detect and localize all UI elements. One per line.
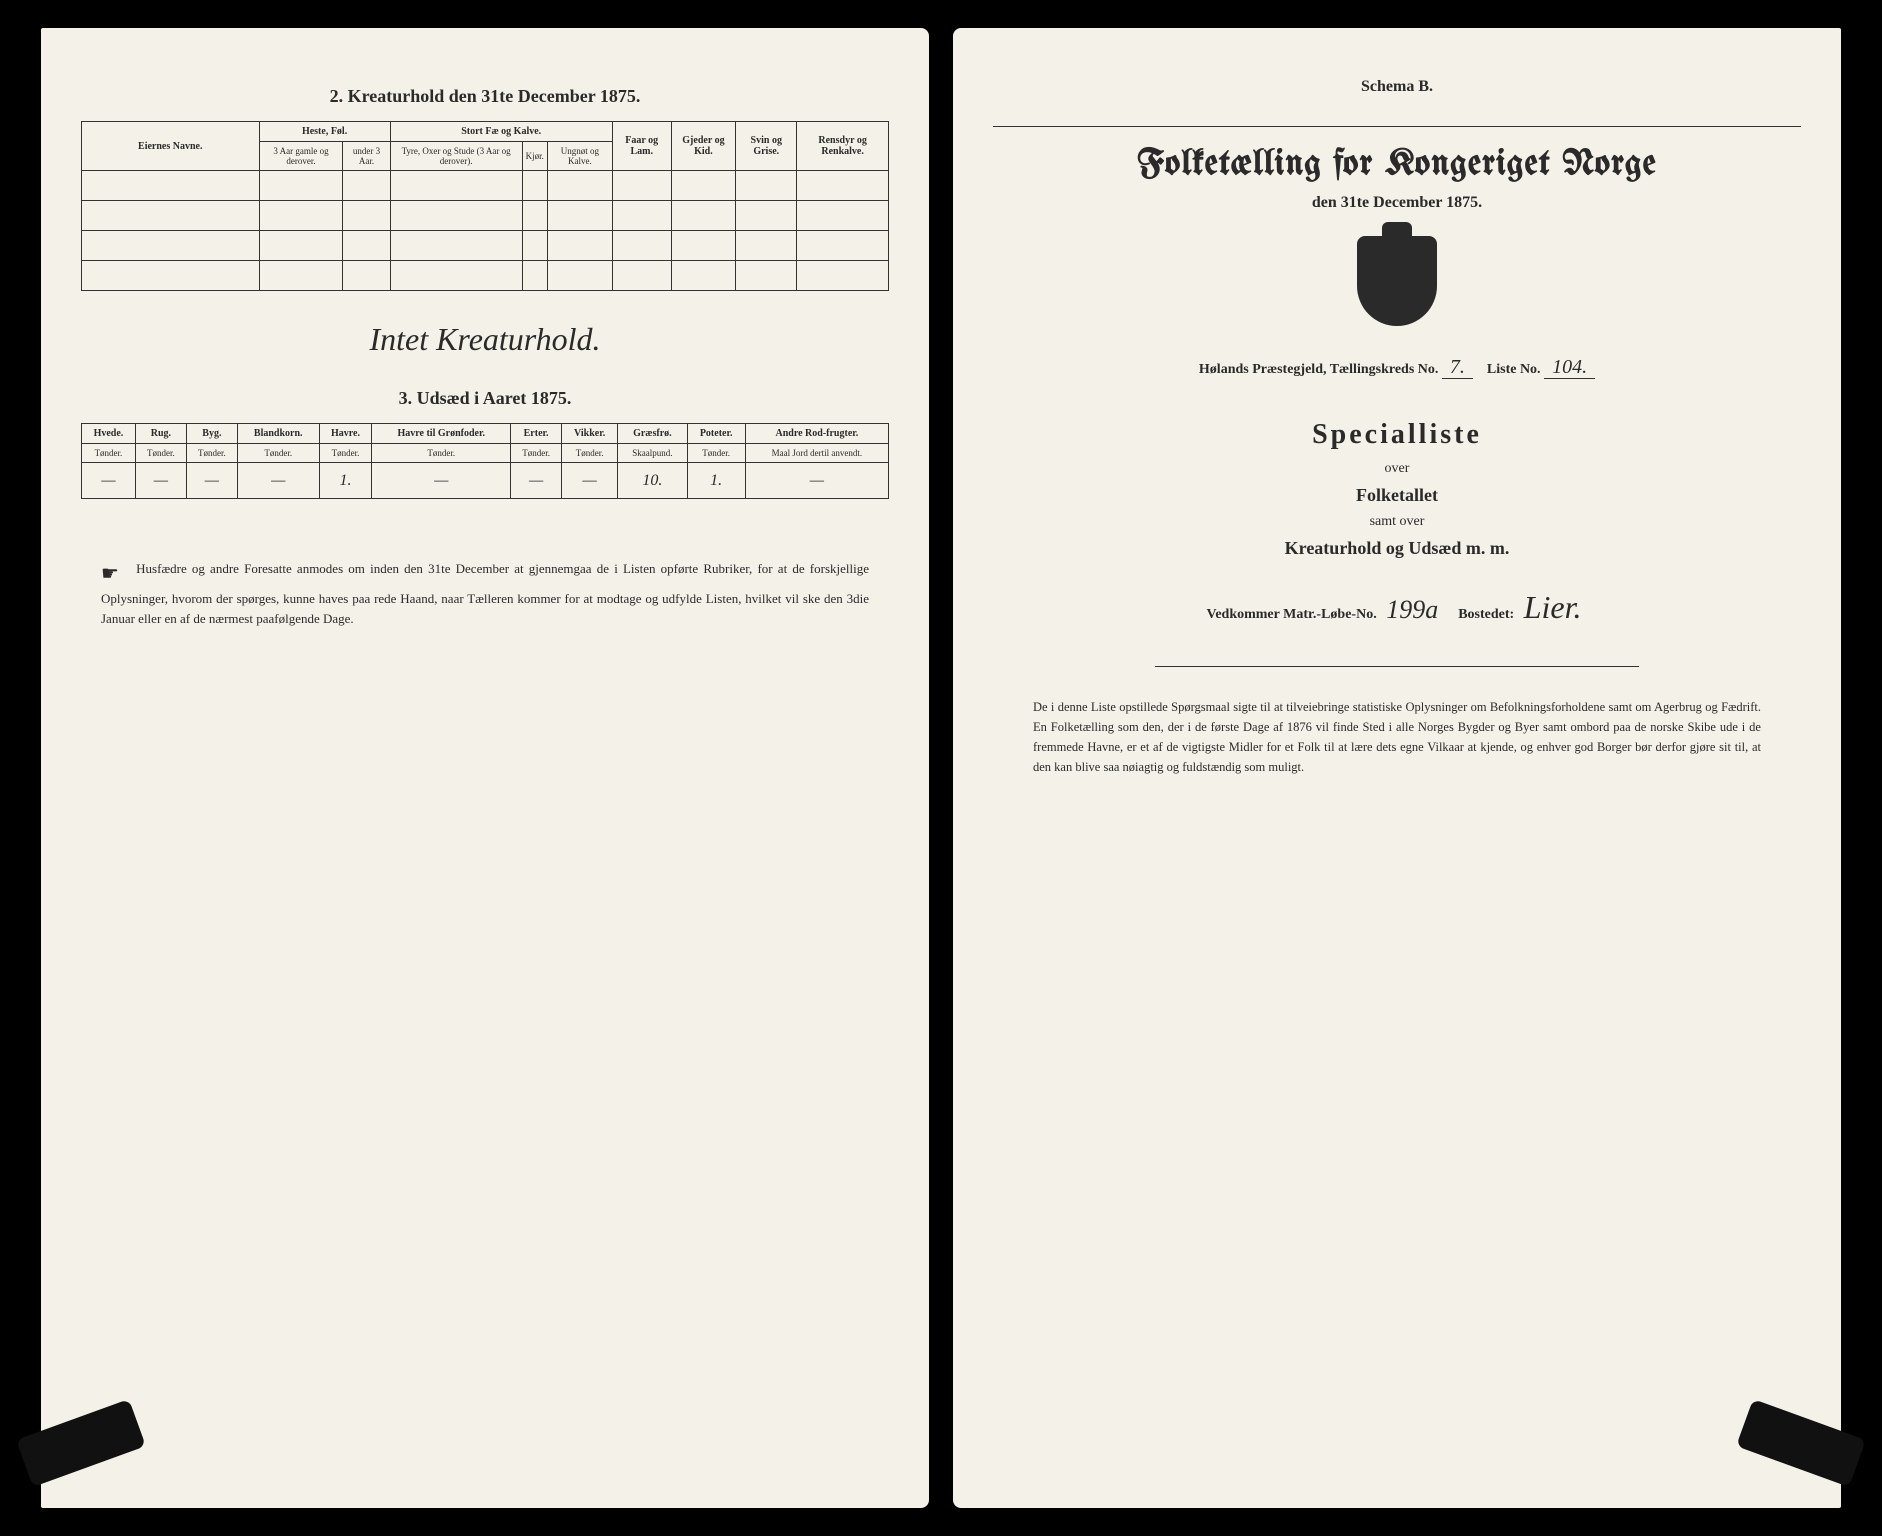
seed-table: Hvede.Rug.Byg.Blandkorn.Havre.Havre til …	[81, 423, 889, 499]
seed-cell: 10.	[618, 463, 687, 499]
seed-col-unit: Tønder.	[511, 444, 562, 463]
col-group-cattle: Stort Fæ og Kalve.	[390, 122, 612, 142]
section-3-title: 3. Udsæd i Aaret 1875.	[81, 388, 889, 409]
seed-col-unit: Tønder.	[237, 444, 319, 463]
livestock-body	[82, 171, 889, 291]
spec-samt: samt over	[993, 514, 1801, 530]
seed-cell: —	[372, 463, 511, 499]
seed-cell: 1.	[687, 463, 745, 499]
seed-col-unit: Tønder.	[372, 444, 511, 463]
seed-col-header: Havre til Grønfoder.	[372, 424, 511, 444]
seed-col-header: Blandkorn.	[237, 424, 319, 444]
seed-col-unit: Maal Jord dertil anvendt.	[745, 444, 888, 463]
table-row	[82, 261, 889, 291]
seed-cell: —	[186, 463, 237, 499]
parish-label: Hølands Præstegjeld, Tællingskreds No.	[1199, 362, 1438, 377]
seed-cell: —	[745, 463, 888, 499]
seed-col-header: Andre Rod-frugter.	[745, 424, 888, 444]
seed-col-header: Havre.	[319, 424, 372, 444]
col-pig: Svin og Grise.	[736, 122, 797, 171]
left-page: 2. Kreaturhold den 31te December 1875. E…	[41, 28, 929, 1508]
page-clip-right	[1736, 1399, 1866, 1487]
col-horse-b: under 3 Aar.	[343, 142, 390, 171]
seed-col-header: Byg.	[186, 424, 237, 444]
coat-of-arms-icon	[1357, 236, 1437, 326]
census-main-title: Folketælling for Kongeriget Norge	[993, 147, 1801, 184]
seed-units-row: Tønder.Tønder.Tønder.Tønder.Tønder.Tønde…	[82, 444, 889, 463]
bosted-label: Bostedet:	[1458, 607, 1514, 622]
census-subtitle: den 31te December 1875.	[993, 194, 1801, 212]
divider	[993, 126, 1801, 127]
schema-label: Schema B.	[993, 78, 1801, 96]
matr-number: 199a	[1380, 595, 1444, 624]
livestock-table: Eiernes Navne. Heste, Føl. Stort Fæ og K…	[81, 121, 889, 291]
divider	[1155, 666, 1640, 667]
handwritten-note: Intet Kreaturhold.	[81, 321, 889, 358]
seed-data-row: ————1.———10.1.—	[82, 463, 889, 499]
spec-over: over	[993, 461, 1801, 477]
col-cattle-c: Ungnøt og Kalve.	[547, 142, 612, 171]
matrikel-line: Vedkommer Matr.-Løbe-No. 199a Bostedet: …	[993, 589, 1801, 626]
seed-col-unit: Tønder.	[135, 444, 186, 463]
seed-col-unit: Tønder.	[186, 444, 237, 463]
pointer-icon: ☛	[101, 559, 131, 589]
seed-col-unit: Skaalpund.	[618, 444, 687, 463]
right-footer-text: De i denne Liste opstillede Spørgsmaal s…	[993, 697, 1801, 777]
table-row	[82, 231, 889, 261]
footer-text: Husfædre og andre Foresatte anmodes om i…	[101, 561, 869, 626]
seed-header-row: Hvede.Rug.Byg.Blandkorn.Havre.Havre til …	[82, 424, 889, 444]
col-horse-a: 3 Aar gamle og derover.	[259, 142, 343, 171]
kreds-number: 7.	[1442, 356, 1473, 379]
seed-cell: —	[237, 463, 319, 499]
col-goat: Gjeder og Kid.	[671, 122, 736, 171]
liste-number: 104.	[1544, 356, 1595, 379]
col-sheep: Faar og Lam.	[612, 122, 671, 171]
col-group-horse: Heste, Føl.	[259, 122, 390, 142]
spec-folketallet: Folketallet	[993, 485, 1801, 506]
seed-col-header: Vikker.	[562, 424, 618, 444]
spec-kreaturhold: Kreaturhold og Udsæd m. m.	[993, 538, 1801, 559]
left-footer-note: ☛ Husfædre og andre Foresatte anmodes om…	[81, 559, 889, 628]
seed-cell: —	[511, 463, 562, 499]
liste-label: Liste No.	[1487, 362, 1541, 377]
seed-cell: —	[135, 463, 186, 499]
col-owner: Eiernes Navne.	[82, 122, 260, 171]
seed-col-unit: Tønder.	[82, 444, 136, 463]
specialliste-title: Specialliste	[993, 419, 1801, 451]
seed-cell: —	[562, 463, 618, 499]
seed-cell: 1.	[319, 463, 372, 499]
col-cattle-a: Tyre, Oxer og Stude (3 Aar og derover).	[390, 142, 522, 171]
section-2-title: 2. Kreaturhold den 31te December 1875.	[81, 86, 889, 107]
seed-col-header: Erter.	[511, 424, 562, 444]
table-row	[82, 171, 889, 201]
seed-col-unit: Tønder.	[687, 444, 745, 463]
document-spread: 2. Kreaturhold den 31te December 1875. E…	[41, 28, 1841, 1508]
table-row	[82, 201, 889, 231]
seed-col-unit: Tønder.	[562, 444, 618, 463]
bosted-name: Lier.	[1518, 589, 1588, 625]
seed-col-header: Rug.	[135, 424, 186, 444]
col-reindeer: Rensdyr og Renkalve.	[797, 122, 889, 171]
seed-col-header: Hvede.	[82, 424, 136, 444]
seed-cell: —	[82, 463, 136, 499]
page-clip-left	[16, 1399, 146, 1487]
col-cattle-b: Kjør.	[522, 142, 547, 171]
right-page: Schema B. Folketælling for Kongeriget No…	[953, 28, 1841, 1508]
seed-col-unit: Tønder.	[319, 444, 372, 463]
parish-line: Hølands Præstegjeld, Tællingskreds No. 7…	[993, 356, 1801, 379]
seed-col-header: Græsfrø.	[618, 424, 687, 444]
matr-label: Vedkommer Matr.-Løbe-No.	[1207, 607, 1377, 622]
seed-col-header: Poteter.	[687, 424, 745, 444]
